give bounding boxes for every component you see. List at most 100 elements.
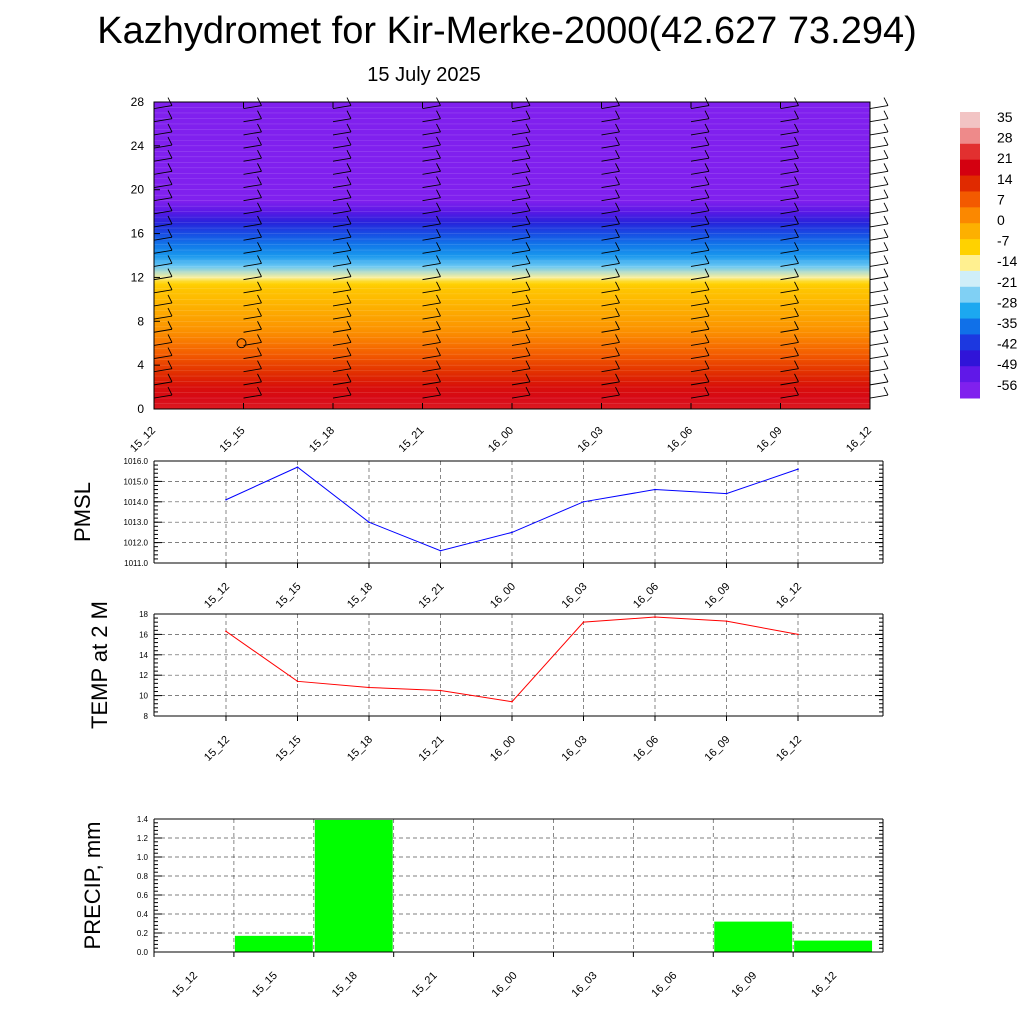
wind-barb-flag	[615, 242, 620, 251]
wind-barb	[243, 355, 262, 360]
wind-barb	[332, 381, 352, 386]
wind-barb	[601, 197, 620, 202]
wind-barb	[869, 328, 889, 333]
wind-barb	[422, 184, 441, 188]
wind-barb	[332, 263, 352, 267]
wind-barb	[601, 105, 620, 110]
wind-barb	[601, 170, 620, 175]
wind-barb-flag	[525, 255, 531, 264]
wind-barb-flag	[883, 281, 889, 290]
x-tick-label: 16_06	[631, 734, 661, 764]
wind-barb	[690, 105, 710, 110]
wind-barb	[690, 341, 710, 346]
wind-barb	[601, 289, 620, 294]
wind-barb-flag	[883, 176, 889, 185]
wind-barb-flag	[704, 334, 710, 343]
y-axis-label: PMSL	[70, 482, 95, 542]
heatmap-y-tick-label: 20	[131, 183, 145, 197]
wind-barb-flag	[257, 360, 262, 369]
wind-barb-flag	[794, 110, 799, 119]
wind-barb	[422, 368, 441, 373]
wind-barb-flag	[167, 268, 173, 277]
wind-barb	[869, 157, 889, 162]
wind-barb	[153, 276, 173, 281]
wind-barb	[601, 236, 620, 241]
wind-barb	[780, 315, 799, 320]
colorbar-label: -14	[997, 253, 1017, 269]
wind-barb-flag	[346, 176, 352, 185]
x-tick-label: 16_00	[488, 734, 518, 764]
series-point	[225, 498, 227, 501]
wind-barb	[511, 341, 531, 346]
wind-barb	[332, 289, 352, 294]
wind-barb	[780, 118, 799, 123]
heatmap-x-tick-label: 15_15	[218, 425, 248, 455]
colorbar-swatch	[960, 318, 980, 335]
wind-barb	[153, 105, 173, 110]
wind-barb	[780, 170, 799, 175]
colorbar-swatch	[960, 127, 980, 145]
wind-barb	[690, 381, 710, 386]
wind-barb-flag	[257, 150, 262, 159]
series-point	[725, 492, 728, 495]
wind-barb	[869, 131, 889, 136]
wind-barb-flag	[346, 242, 352, 251]
wind-barb-flag	[883, 334, 889, 343]
wind-barb	[243, 289, 262, 294]
wind-barb	[153, 170, 173, 175]
wind-barb	[869, 315, 889, 320]
heatmap-y-tick-label: 28	[131, 95, 145, 109]
forecast-date: 15 July 2025	[367, 64, 481, 86]
page-title: Kazhydromet for Kir-Merke-2000(42.627 73…	[97, 10, 917, 52]
wind-barb	[780, 197, 799, 202]
wind-barb-flag	[525, 215, 531, 225]
wind-barb	[511, 328, 531, 333]
wind-barb-flag	[704, 202, 710, 212]
y-tick-label: 0.2	[137, 929, 149, 938]
wind-barb-flag	[436, 215, 441, 225]
wind-barb	[153, 157, 173, 162]
wind-barb-flag	[794, 150, 799, 159]
wind-barb	[243, 157, 262, 162]
wind-barb-flag	[167, 228, 173, 238]
y-tick-label: 12	[139, 671, 148, 680]
wind-barb-flag	[346, 110, 352, 119]
y-tick-label: 1012.0	[124, 539, 149, 548]
x-tick-label: 16_12	[809, 970, 839, 1000]
x-tick-label: 16_03	[560, 734, 590, 764]
wind-barb-flag	[346, 321, 352, 330]
wind-barb-flag	[525, 176, 531, 185]
wind-barb-flag	[704, 255, 710, 264]
wind-barb-flag	[525, 110, 531, 119]
wind-barb	[601, 131, 620, 136]
wind-barb	[601, 118, 620, 123]
wind-barb-flag	[794, 202, 799, 212]
wind-barb-flag	[704, 294, 710, 304]
wind-barb	[869, 341, 889, 346]
wind-barb	[690, 157, 710, 162]
wind-barb-flag	[704, 360, 710, 369]
wind-barb	[511, 394, 531, 399]
series-point	[725, 620, 728, 622]
wind-barb-flag	[436, 228, 441, 238]
wind-barb-flag	[615, 110, 620, 119]
wind-barb-flag	[436, 176, 441, 185]
wind-barb-flag	[525, 136, 531, 146]
wind-barb-flag	[346, 386, 352, 396]
wind-barb	[601, 157, 620, 162]
wind-barb	[601, 394, 620, 399]
wind-barb	[690, 197, 710, 202]
wind-barb	[869, 368, 889, 373]
colorbar-swatch	[960, 239, 980, 256]
wind-barb	[422, 394, 441, 399]
wind-barb	[422, 328, 441, 333]
series-point	[654, 616, 656, 618]
wind-barb	[422, 263, 441, 267]
wind-barb	[869, 249, 889, 254]
wind-barb-flag	[883, 321, 889, 330]
wind-barb	[332, 105, 352, 110]
colorbar-label: 21	[997, 150, 1013, 166]
wind-barb	[601, 210, 620, 215]
wind-barb	[869, 105, 889, 110]
wind-barb-flag	[704, 136, 710, 146]
